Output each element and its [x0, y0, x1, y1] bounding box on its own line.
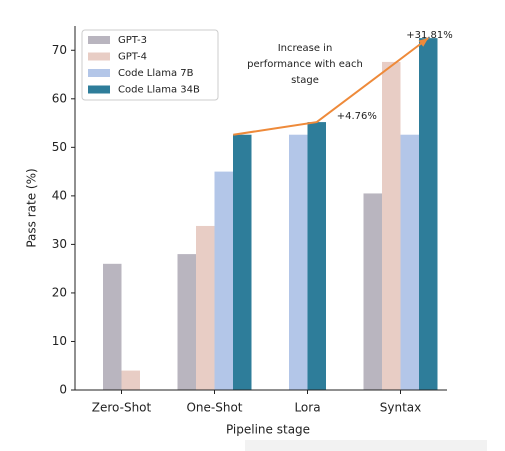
bar	[233, 134, 252, 390]
annotation-note: Increase in	[278, 43, 333, 54]
y-axis-label: Pass rate (%)	[25, 168, 39, 247]
y-tick-label: 30	[52, 237, 67, 251]
legend-label: GPT-3	[118, 35, 147, 46]
y-tick-label: 10	[52, 334, 67, 348]
bar	[177, 254, 196, 390]
y-tick-label: 60	[52, 91, 67, 105]
y-tick-label: 40	[52, 188, 67, 202]
x-tick-label: Syntax	[380, 401, 421, 415]
bar	[214, 171, 233, 390]
legend-swatch	[88, 36, 110, 44]
bar	[382, 61, 401, 390]
legend-label: Code Llama 34B	[118, 85, 200, 96]
annotation: +31.81%	[406, 30, 453, 41]
annotation-note: performance with each	[247, 59, 363, 70]
bar	[400, 134, 419, 390]
x-tick-label: Zero-Shot	[92, 401, 152, 415]
y-tick-label: 50	[52, 140, 67, 154]
footer-strip	[245, 440, 487, 451]
arrow-head	[418, 38, 429, 47]
y-tick-label: 0	[59, 383, 67, 397]
legend-swatch	[88, 85, 110, 94]
trend-line	[233, 37, 429, 136]
annotation: +4.76%	[337, 111, 377, 122]
legend-swatch	[88, 52, 110, 61]
bar	[363, 193, 382, 390]
y-tick-label: 20	[52, 285, 67, 299]
legend-label: GPT-4	[118, 52, 147, 63]
bar	[289, 134, 308, 390]
legend-label: Code Llama 7B	[118, 68, 194, 79]
x-axis-label: Pipeline stage	[226, 423, 310, 437]
bar	[196, 225, 215, 390]
legend-swatch	[88, 69, 110, 77]
axes	[74, 26, 447, 391]
x-tick-label: Lora	[294, 401, 320, 415]
bar	[121, 370, 140, 390]
legend-box	[81, 29, 219, 101]
x-tick-label: One-Shot	[186, 401, 242, 415]
bar	[103, 263, 122, 390]
annotation-note: stage	[291, 75, 319, 86]
bar	[307, 122, 326, 390]
bar	[419, 38, 438, 391]
y-tick-label: 70	[52, 43, 67, 57]
